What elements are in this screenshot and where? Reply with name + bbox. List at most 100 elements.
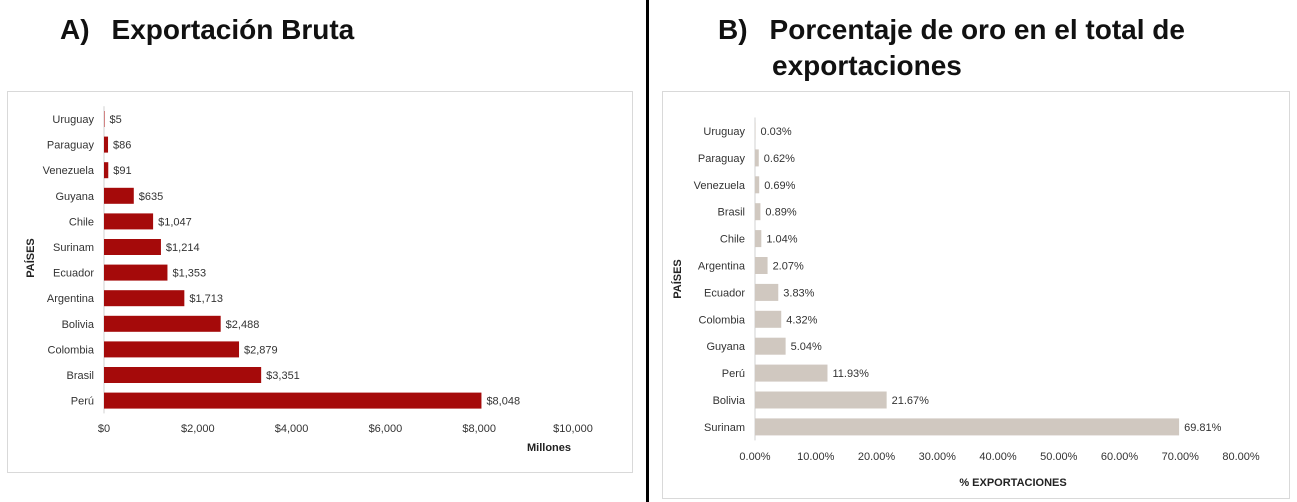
- bar: [755, 149, 759, 167]
- data-label: 3.83%: [783, 287, 814, 299]
- x-tick-label: 50.00%: [1040, 451, 1078, 463]
- bar: [755, 122, 756, 140]
- category-label: Venezuela: [43, 165, 95, 177]
- category-label: Guyana: [706, 341, 745, 353]
- category-label: Guyana: [55, 191, 94, 203]
- category-label: Bolivia: [62, 319, 95, 331]
- data-label: $5: [110, 114, 122, 126]
- bar: [104, 290, 185, 307]
- data-label: $2,488: [226, 319, 260, 331]
- data-label: 5.04%: [791, 341, 822, 353]
- category-label: Argentina: [47, 293, 95, 305]
- data-label: $635: [139, 191, 163, 203]
- data-label: 0.03%: [761, 126, 792, 138]
- data-label: $1,713: [189, 293, 223, 305]
- panel-divider: [646, 0, 649, 502]
- chart-b-container: Uruguay 0.03% Paraguay 0.62% Venezuela 0.69% B…: [662, 91, 1290, 499]
- x-tick-label: 80.00%: [1222, 451, 1260, 463]
- bar: [755, 418, 1180, 436]
- x-tick-label: 70.00%: [1162, 451, 1200, 463]
- bar: [755, 257, 768, 274]
- data-label: 21.67%: [892, 395, 930, 407]
- data-label: $1,047: [158, 216, 192, 228]
- panel-b-title-line2: exportaciones: [772, 50, 962, 81]
- category-label: Surinam: [53, 242, 94, 254]
- panel-b-title: B) Porcentaje de oro en el total de expor…: [718, 12, 1185, 84]
- category-label: Paraguay: [698, 153, 746, 165]
- category-label: Colombia: [699, 314, 746, 326]
- bar: [104, 111, 105, 127]
- x-tick-label: $4,000: [275, 423, 309, 435]
- bar: [755, 337, 786, 355]
- x-tick-label: 40.00%: [979, 451, 1017, 463]
- category-label: Colombia: [48, 344, 95, 356]
- category-label: Venezuela: [694, 180, 746, 192]
- data-label: 2.07%: [773, 261, 804, 273]
- category-label: Ecuador: [704, 287, 745, 299]
- category-label: Chile: [69, 216, 94, 228]
- data-label: 69.81%: [1184, 422, 1222, 434]
- x-tick-label: 20.00%: [858, 451, 896, 463]
- data-label: $8,048: [486, 396, 520, 408]
- x-tick-label: $2,000: [181, 423, 215, 435]
- panel-b-title-line1: Porcentaje de oro en el total de: [769, 14, 1185, 45]
- category-label: Brasil: [66, 370, 94, 382]
- data-label: $1,353: [172, 268, 206, 280]
- panel-a-title-text: Exportación Bruta: [111, 14, 355, 45]
- x-axis-title: Millones: [527, 442, 571, 454]
- bar: [755, 391, 887, 409]
- bar: [104, 264, 168, 281]
- category-label: Surinam: [704, 422, 745, 434]
- data-label: $2,879: [244, 344, 278, 356]
- x-axis-title: % EXPORTACIONES: [959, 477, 1066, 489]
- x-tick-label: $10,000: [553, 423, 593, 435]
- data-label: $91: [113, 165, 131, 177]
- category-label: Bolivia: [713, 395, 746, 407]
- bar: [104, 341, 240, 358]
- category-label: Argentina: [698, 261, 746, 273]
- bar: [104, 162, 109, 179]
- x-tick-label: $6,000: [369, 423, 403, 435]
- bar: [755, 364, 828, 382]
- data-label: 0.69%: [764, 180, 795, 192]
- data-label: 0.62%: [764, 153, 795, 165]
- category-label: Uruguay: [703, 126, 745, 138]
- y-axis-title: PAÍSES: [24, 238, 37, 278]
- category-label: Perú: [722, 368, 745, 380]
- data-label: $3,351: [266, 370, 300, 382]
- x-tick-label: 60.00%: [1101, 451, 1139, 463]
- chart-b-svg: Uruguay 0.03% Paraguay 0.62% Venezuela 0.69% B…: [671, 117, 1260, 489]
- bar: [755, 310, 782, 328]
- bar: [104, 187, 134, 204]
- bar: [104, 392, 482, 409]
- panel-b-label: B): [718, 14, 748, 45]
- category-label: Ecuador: [53, 268, 94, 280]
- x-tick-label: 30.00%: [919, 451, 957, 463]
- x-tick-label: 10.00%: [797, 451, 835, 463]
- category-label: Brasil: [717, 207, 745, 219]
- category-label: Chile: [720, 234, 745, 246]
- bar: [104, 239, 161, 255]
- x-tick-label: 0.00%: [739, 451, 770, 463]
- y-axis-title: PAÍSES: [671, 259, 684, 299]
- data-label: 11.93%: [832, 368, 869, 380]
- data-label: $1,214: [166, 242, 200, 254]
- bar: [755, 176, 760, 194]
- data-label: $86: [113, 140, 131, 152]
- category-label: Uruguay: [52, 114, 94, 126]
- category-label: Paraguay: [47, 140, 95, 152]
- bar: [755, 203, 761, 221]
- panel-a-label: A): [60, 14, 90, 45]
- chart-a-container: Uruguay $5 Paraguay $86 Venezuela $91 Guyana $6…: [7, 91, 633, 473]
- bar: [104, 367, 262, 383]
- data-label: 4.32%: [786, 314, 817, 326]
- bar: [104, 213, 154, 230]
- bar: [104, 136, 109, 153]
- category-label: Perú: [71, 396, 94, 408]
- panel-a-title: A) Exportación Bruta: [60, 12, 354, 48]
- data-label: 0.89%: [765, 207, 796, 219]
- bar: [104, 315, 221, 332]
- x-tick-label: $8,000: [462, 423, 496, 435]
- x-tick-label: $0: [98, 423, 110, 435]
- data-label: 1.04%: [766, 234, 797, 246]
